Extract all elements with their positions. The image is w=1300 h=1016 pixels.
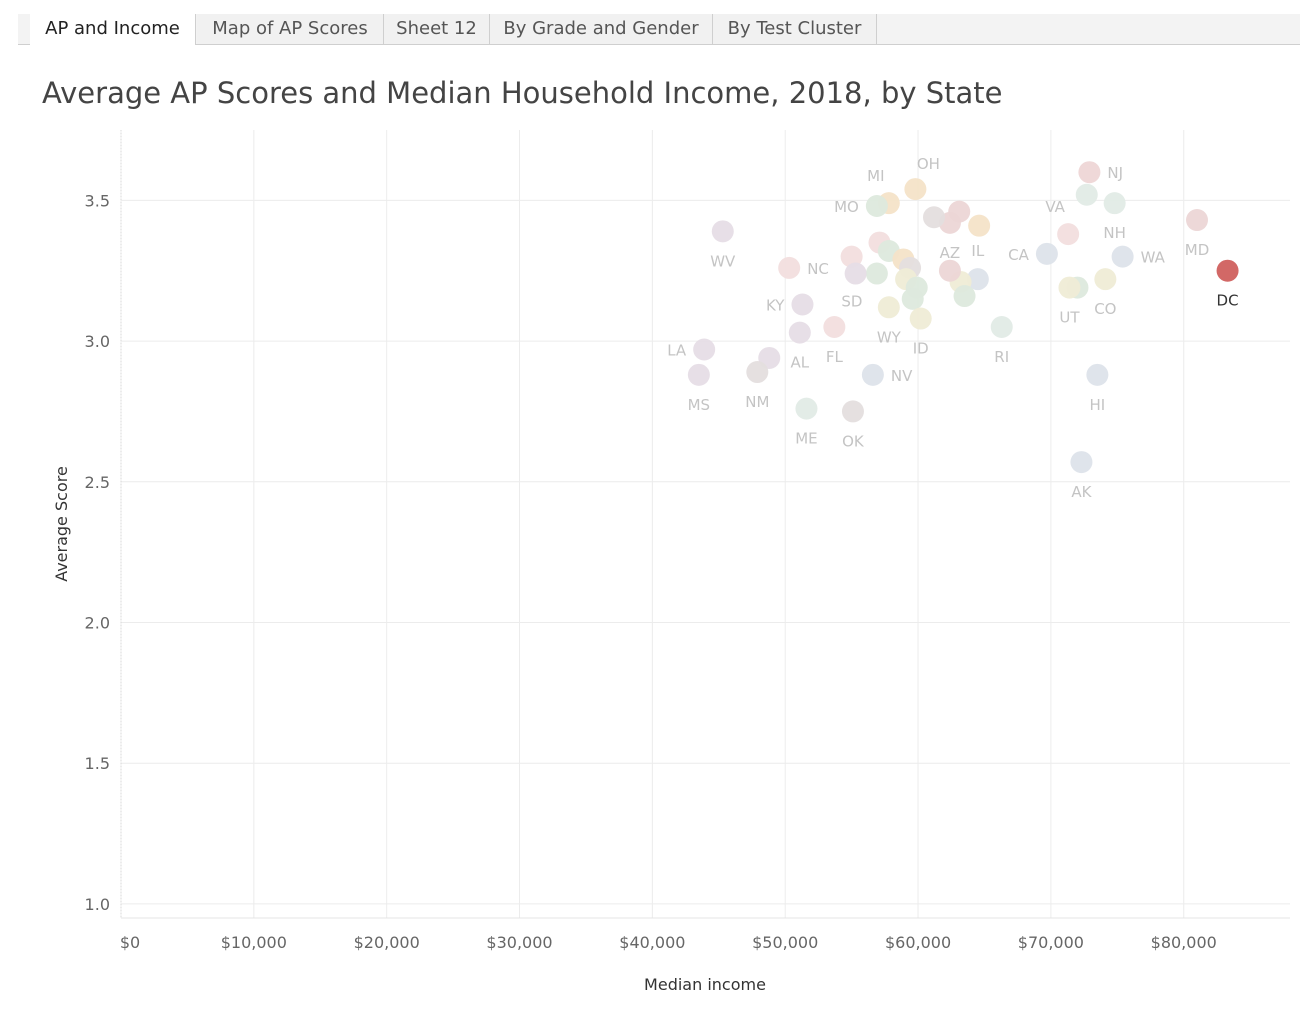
data-label-nc: NC	[807, 260, 829, 278]
data-label-nj: NJ	[1107, 164, 1123, 182]
x-tick-label: $30,000	[486, 933, 552, 952]
axes: $0 $10,000 $20,000 $30,000 $40,000 $50,000 $60…	[85, 130, 1290, 952]
data-point-ok	[841, 400, 864, 423]
data-point	[901, 287, 924, 310]
data-label-ky: KY	[766, 296, 785, 314]
data-label-me: ME	[795, 430, 817, 448]
data-point-al	[788, 321, 811, 344]
data-label-al: AL	[791, 354, 810, 372]
data-point-nm	[746, 361, 769, 384]
data-label-md: MD	[1185, 241, 1210, 259]
x-tick-label: $0	[120, 933, 140, 952]
tab-sheet-12[interactable]: Sheet 12	[384, 14, 490, 44]
data-label-va: VA	[1045, 198, 1065, 216]
gridlines	[120, 130, 1290, 918]
data-label-ri: RI	[994, 348, 1009, 366]
data-point-wv	[711, 220, 734, 243]
sheet-tab-bar: AP and Income Map of AP Scores Sheet 12 …	[18, 14, 1300, 45]
data-point-wy	[877, 296, 900, 319]
data-point	[840, 245, 863, 268]
data-point-fl	[823, 316, 846, 338]
tab-by-test-cluster[interactable]: By Test Cluster	[713, 14, 877, 44]
y-axis-title: Average Score	[52, 466, 71, 582]
chart-title: Average AP Scores and Median Household I…	[42, 76, 1003, 110]
data-point-ri	[990, 316, 1013, 338]
data-label-ms: MS	[688, 396, 710, 414]
y-tick-label: 2.5	[85, 473, 110, 492]
data-point	[844, 262, 867, 285]
data-label-mi: MI	[867, 167, 884, 185]
data-label-ak: AK	[1071, 483, 1092, 501]
data-point-md	[1186, 209, 1209, 232]
data-point-nv	[861, 363, 884, 386]
tab-by-grade-and-gender[interactable]: By Grade and Gender	[490, 14, 713, 44]
data-label-wv: WV	[710, 252, 736, 270]
data-point-nj	[1078, 161, 1101, 184]
data-point-la	[693, 338, 716, 361]
data-label-dc: DC	[1217, 292, 1239, 310]
data-label-mo: MO	[834, 198, 859, 216]
data-label-id: ID	[913, 340, 929, 358]
data-label-sd: SD	[841, 293, 862, 311]
x-tick-label: $50,000	[752, 933, 818, 952]
x-tick-label: $20,000	[354, 933, 420, 952]
x-tick-label: $60,000	[885, 933, 951, 952]
data-points	[687, 161, 1239, 474]
data-point-ky	[791, 293, 814, 316]
y-tick-label: 1.5	[85, 754, 110, 773]
y-tick-label: 2.0	[85, 614, 110, 633]
point-labels: MD NJ NH WA VA CA CO UT HI AK RI IL AZ OH MI MO ID WY SD NC…	[667, 155, 1238, 501]
data-point-wa	[1111, 245, 1134, 268]
data-point-me	[795, 397, 818, 420]
data-point-id	[909, 307, 932, 330]
x-tick-label: $70,000	[1018, 933, 1084, 952]
data-label-ut: UT	[1059, 309, 1080, 327]
data-label-az: AZ	[940, 244, 961, 262]
data-point-ca	[1035, 242, 1058, 265]
data-label-nm: NM	[745, 393, 769, 411]
data-point-co	[1094, 268, 1117, 291]
data-label-ok: OK	[842, 432, 865, 450]
data-point-ut	[1058, 276, 1081, 299]
x-axis-title: Median income	[644, 975, 766, 994]
x-tick-label: $40,000	[619, 933, 685, 952]
data-label-ca: CA	[1008, 246, 1029, 264]
data-point-il	[966, 268, 989, 291]
data-point-nc	[778, 256, 801, 279]
data-point-oh	[904, 178, 927, 201]
data-label-wy: WY	[877, 328, 902, 346]
data-point-mo	[865, 194, 888, 217]
data-point	[922, 206, 945, 229]
y-tick-label: 1.0	[85, 895, 110, 914]
x-tick-label: $10,000	[221, 933, 287, 952]
data-label-nv: NV	[891, 367, 913, 385]
tab-map-of-ap-scores[interactable]: Map of AP Scores	[197, 14, 384, 44]
data-point-ak	[1070, 451, 1093, 474]
data-label-oh: OH	[917, 155, 940, 173]
data-point-sd	[865, 262, 888, 285]
data-label-la: LA	[667, 342, 687, 360]
data-label-nh: NH	[1103, 224, 1126, 242]
y-tick-label: 3.0	[85, 332, 110, 351]
data-point-ms	[687, 363, 710, 386]
data-point-hi	[1086, 363, 1109, 386]
data-point-nh	[1103, 192, 1126, 215]
data-point	[953, 285, 976, 308]
data-label-hi: HI	[1090, 396, 1106, 414]
y-tick-label: 3.5	[85, 191, 110, 210]
data-label-co: CO	[1094, 300, 1116, 318]
data-label-fl: FL	[826, 348, 844, 366]
data-point	[938, 259, 961, 282]
data-label-wa: WA	[1141, 249, 1166, 267]
data-point	[968, 214, 991, 237]
data-point-va	[1057, 223, 1080, 246]
data-point	[1075, 183, 1098, 206]
x-tick-label: $80,000	[1151, 933, 1217, 952]
data-point-dc	[1216, 259, 1239, 282]
data-label-il: IL	[971, 242, 984, 260]
tab-ap-and-income[interactable]: AP and Income	[30, 14, 196, 45]
